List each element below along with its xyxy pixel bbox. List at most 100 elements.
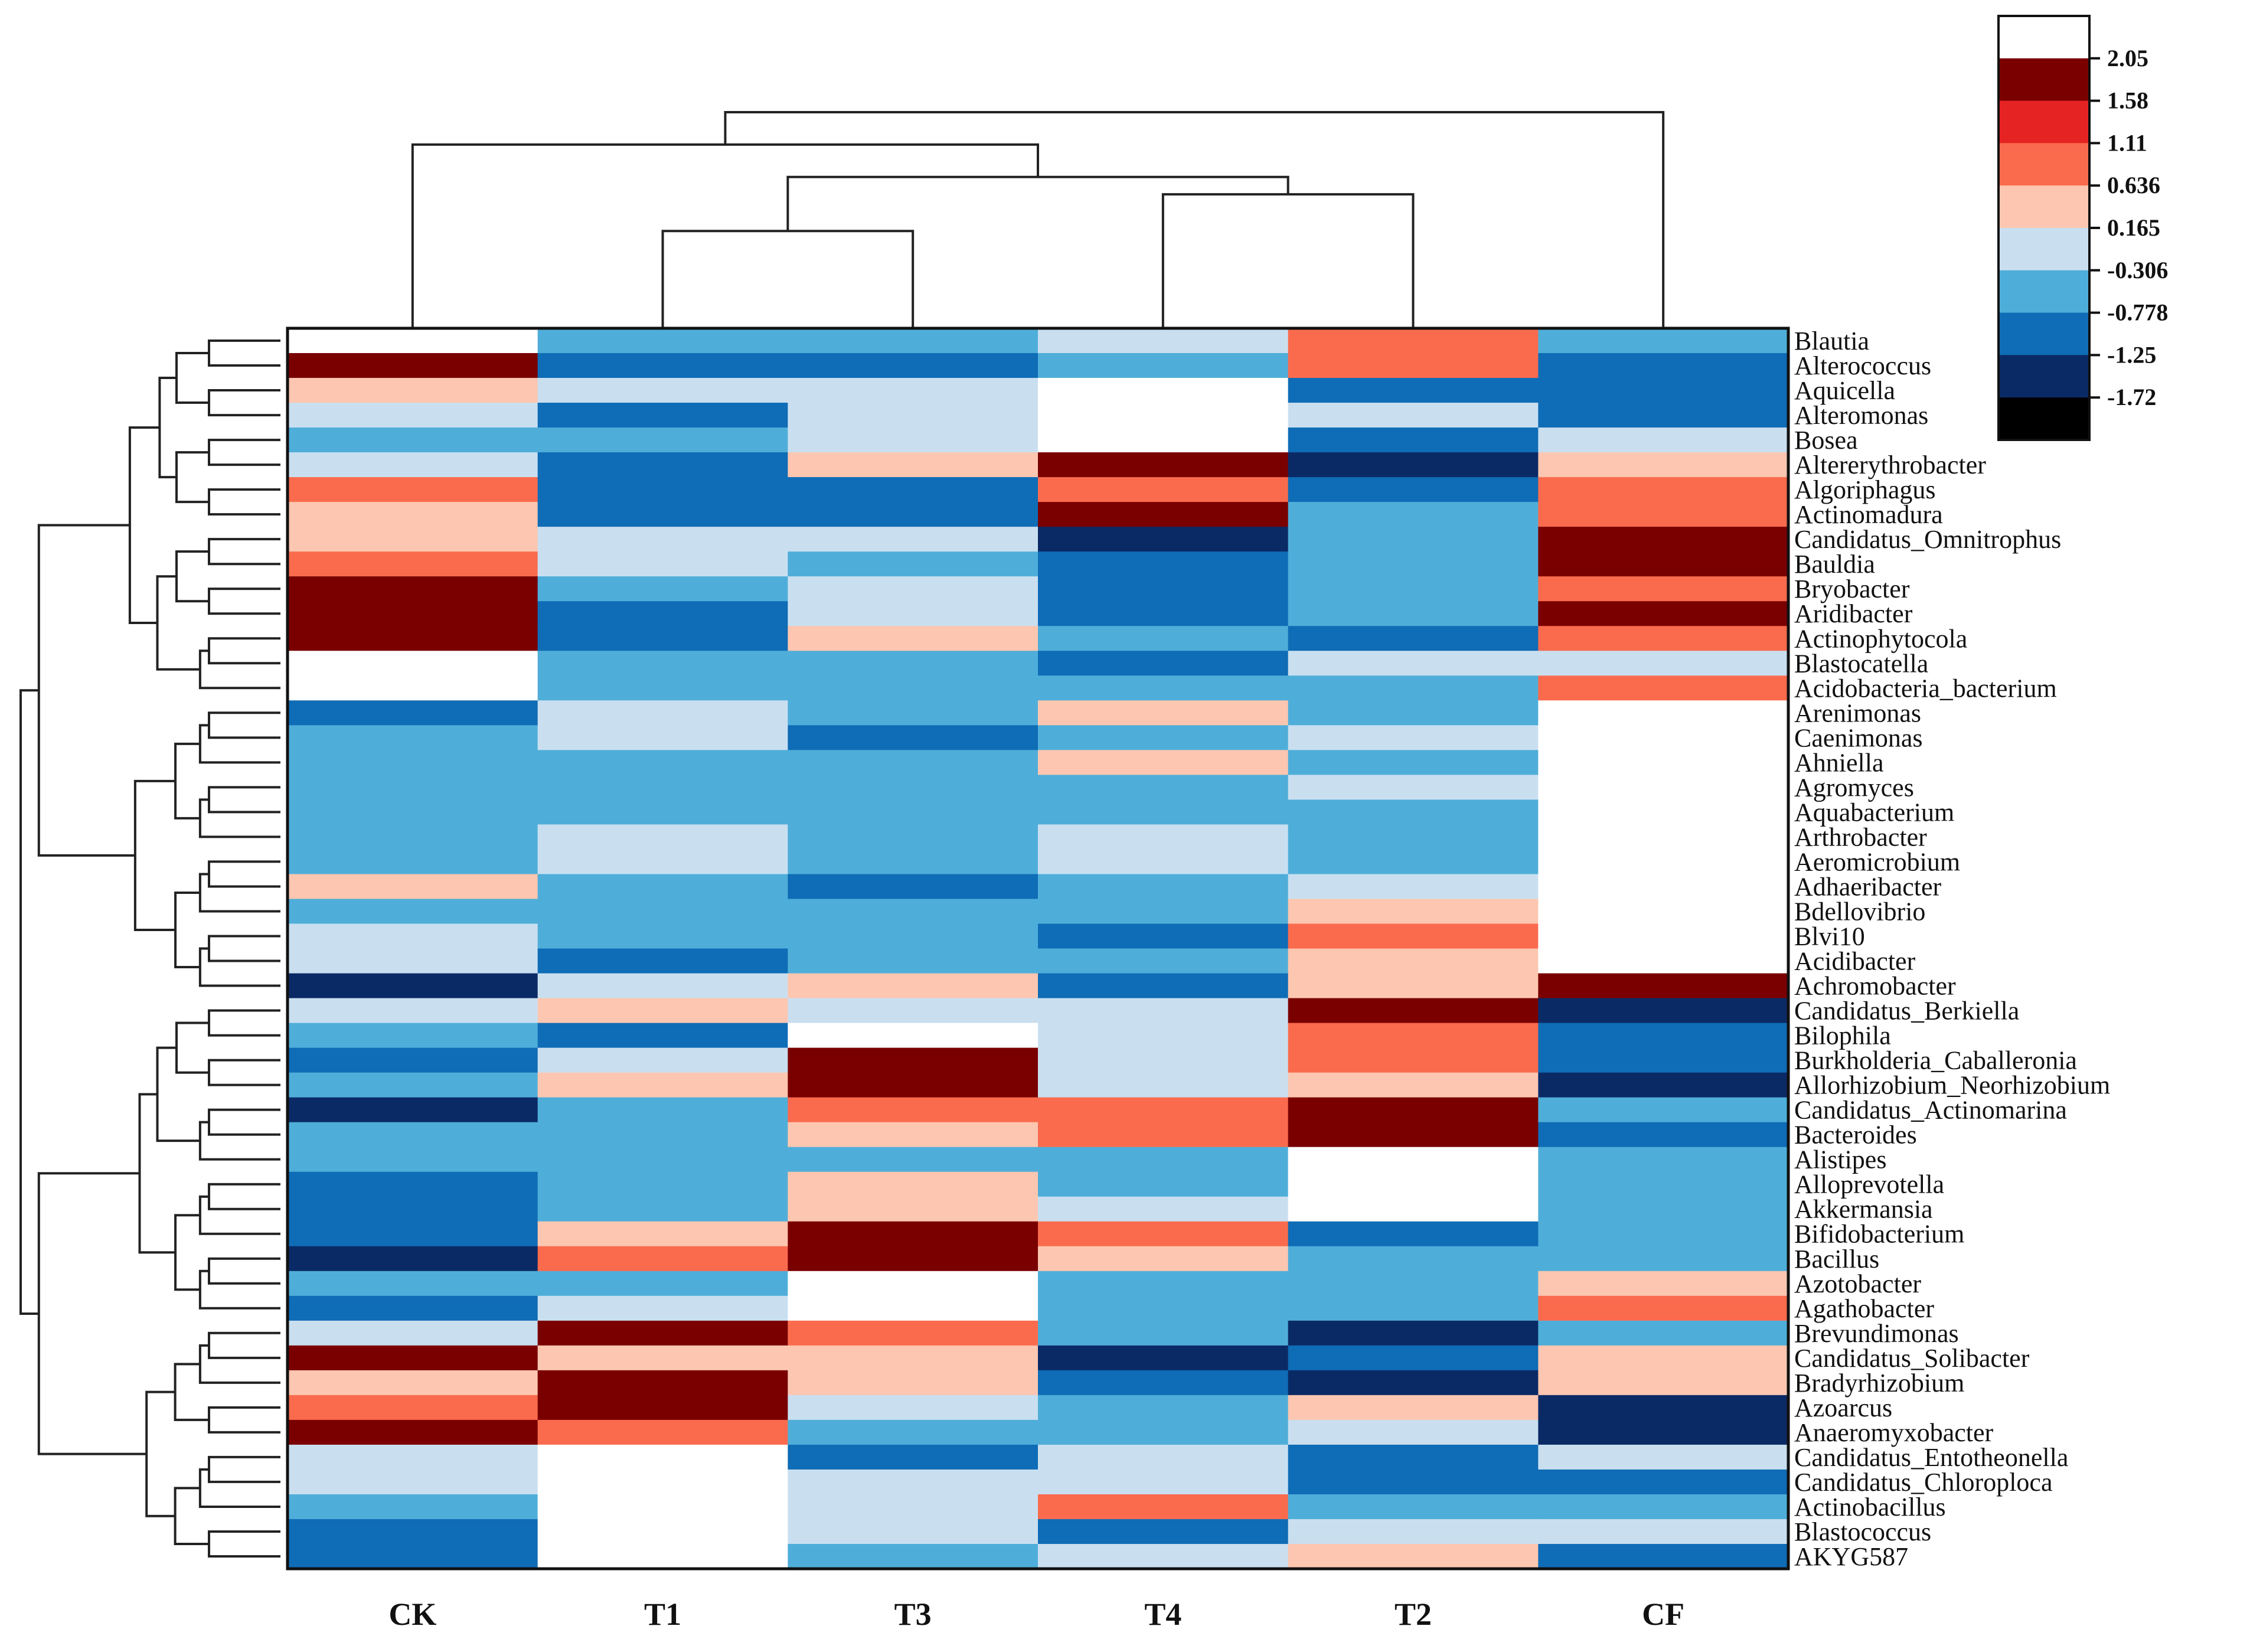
heatmap-cell bbox=[288, 502, 538, 527]
heatmap-cell bbox=[288, 1047, 538, 1073]
row-label: Allorhizobium_Neorhizobium bbox=[1794, 1071, 2110, 1100]
heatmap-cell bbox=[1538, 1345, 1789, 1371]
heatmap-cell bbox=[1038, 427, 1289, 453]
heatmap-cell bbox=[537, 452, 788, 478]
heatmap-cell bbox=[537, 998, 788, 1024]
dendrogram-link bbox=[37, 1172, 147, 1455]
heatmap-cell bbox=[1538, 750, 1789, 775]
heatmap-cell bbox=[537, 1395, 788, 1421]
heatmap-frame bbox=[286, 327, 1790, 1571]
heatmap-cell bbox=[1038, 675, 1289, 701]
heatmap-cell bbox=[1288, 1419, 1539, 1445]
heatmap-cell bbox=[1038, 1147, 1289, 1173]
row-label: Bradyrhizobium bbox=[1794, 1369, 1964, 1398]
dendrogram-link bbox=[208, 1257, 280, 1285]
heatmap-cell bbox=[537, 700, 788, 726]
legend-tick-label: -0.778 bbox=[2107, 299, 2168, 326]
dendrogram-link bbox=[208, 339, 280, 367]
heatmap-cell bbox=[288, 576, 538, 602]
heatmap-cell bbox=[1038, 899, 1289, 925]
column-dendrogram bbox=[411, 111, 1665, 328]
row-dendrogram bbox=[19, 339, 280, 1558]
heatmap-cell bbox=[1038, 849, 1289, 875]
heatmap-cell bbox=[288, 1519, 538, 1545]
heatmap-cell bbox=[1288, 1320, 1539, 1346]
heatmap-cell bbox=[788, 1320, 1039, 1346]
legend-swatch bbox=[1998, 58, 2089, 102]
heatmap-cell bbox=[537, 849, 788, 875]
heatmap-cell bbox=[1538, 378, 1789, 403]
heatmap-cell bbox=[788, 899, 1039, 925]
heatmap-cell bbox=[1538, 427, 1789, 453]
heatmap-cell bbox=[1538, 1444, 1789, 1470]
heatmap-cell bbox=[1038, 725, 1289, 750]
heatmap-cell bbox=[1288, 427, 1539, 453]
row-label: Aeromicrobium bbox=[1794, 847, 1960, 876]
heatmap-cell bbox=[537, 527, 788, 552]
heatmap-cell bbox=[788, 1345, 1039, 1371]
heatmap-cell bbox=[1288, 725, 1539, 750]
heatmap-cell bbox=[1038, 527, 1289, 552]
row-label: Blvi10 bbox=[1794, 922, 1865, 951]
heatmap-cell bbox=[537, 824, 788, 850]
color-legend: 2.05 1.58 1.11 0.636 0.165 -0.306 -0.778 -1.25 -… bbox=[1997, 15, 2168, 441]
heatmap-cell bbox=[788, 502, 1039, 527]
heatmap-cell bbox=[288, 948, 538, 974]
heatmap-cell bbox=[288, 973, 538, 999]
heatmap-cell bbox=[1538, 601, 1789, 626]
heatmap-cell bbox=[537, 1097, 788, 1123]
heatmap-cell bbox=[1538, 998, 1789, 1024]
heatmap-cell bbox=[1038, 1345, 1289, 1371]
heatmap-cell bbox=[788, 948, 1039, 974]
heatmap-cell bbox=[288, 1494, 538, 1520]
heatmap-cell bbox=[288, 725, 538, 750]
heatmap-cell bbox=[1538, 403, 1789, 428]
heatmap-cell bbox=[1288, 824, 1539, 850]
heatmap-cell bbox=[537, 973, 788, 999]
heatmap-cell bbox=[788, 998, 1039, 1024]
row-label: Altererythrobacter bbox=[1794, 450, 1986, 479]
heatmap-cell bbox=[1038, 998, 1289, 1024]
legend-swatch bbox=[1998, 228, 2089, 271]
heatmap-cell bbox=[1538, 477, 1789, 502]
heatmap-cell bbox=[788, 1147, 1039, 1173]
heatmap-cell bbox=[288, 824, 538, 850]
heatmap-cell bbox=[288, 1419, 538, 1445]
legend-tick-label: -1.72 bbox=[2107, 384, 2156, 410]
heatmap-cell bbox=[1538, 353, 1789, 378]
heatmap-cell bbox=[288, 1271, 538, 1297]
heatmap-cell bbox=[1288, 1519, 1539, 1545]
dendrogram-link bbox=[174, 1487, 209, 1545]
dendrogram-link bbox=[661, 230, 915, 328]
heatmap-cell bbox=[288, 1395, 538, 1421]
heatmap-cell bbox=[1538, 675, 1789, 701]
row-label: Actinomadura bbox=[1794, 500, 1943, 529]
heatmap-cell bbox=[537, 328, 788, 354]
heatmap-cell bbox=[1288, 1345, 1539, 1371]
heatmap-cell bbox=[537, 1171, 788, 1197]
heatmap-cell bbox=[1288, 1271, 1539, 1297]
heatmap-cell bbox=[1288, 799, 1539, 825]
heatmap-cell bbox=[1538, 1122, 1789, 1148]
row-label: Alteromonas bbox=[1794, 401, 1928, 430]
row-label: Arenimonas bbox=[1794, 698, 1921, 727]
heatmap-cell bbox=[1288, 378, 1539, 403]
heatmap-cell bbox=[1538, 1494, 1789, 1520]
dendrogram-link bbox=[198, 1468, 280, 1508]
heatmap-cell bbox=[788, 1072, 1039, 1098]
legend-swatch bbox=[1998, 355, 2089, 398]
dendrogram-link bbox=[208, 439, 280, 466]
dendrogram-link bbox=[208, 1009, 280, 1037]
dendrogram-link bbox=[174, 891, 200, 969]
heatmap-cell bbox=[1538, 849, 1789, 875]
heatmap-cell bbox=[788, 973, 1039, 999]
heatmap-cell bbox=[788, 651, 1039, 676]
heatmap-cell bbox=[1038, 1295, 1289, 1321]
heatmap-cell bbox=[1038, 452, 1289, 478]
dendrogram-link bbox=[174, 742, 200, 820]
heatmap-cell bbox=[788, 1047, 1039, 1073]
heatmap-cell bbox=[788, 1370, 1039, 1396]
heatmap-cell bbox=[288, 700, 538, 726]
row-label: Ahniella bbox=[1794, 748, 1884, 777]
